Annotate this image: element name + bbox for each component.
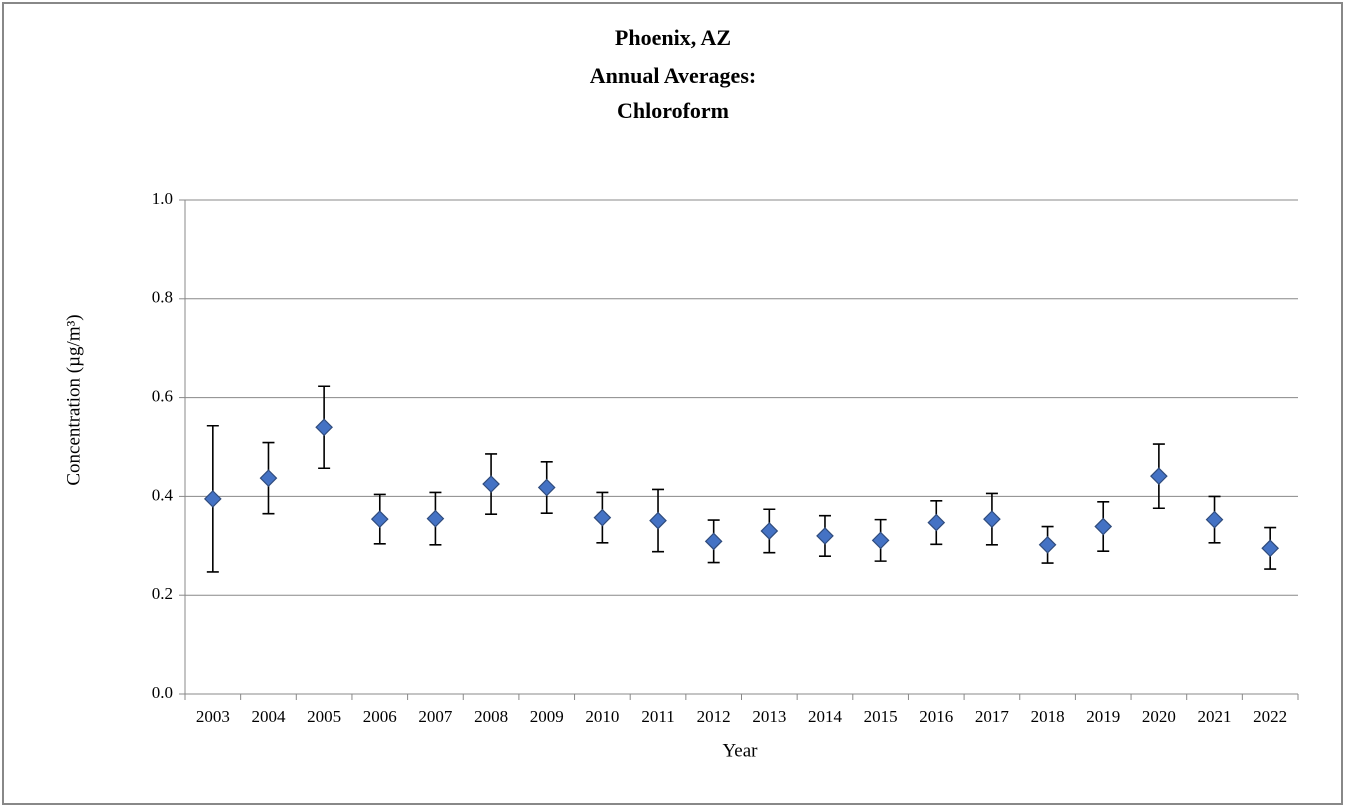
data-point xyxy=(203,490,222,508)
chart-title: Chloroform xyxy=(617,98,729,123)
x-tick-label: 2003 xyxy=(196,707,230,726)
x-tick-label: 2006 xyxy=(363,707,397,726)
y-tick-label: 0.4 xyxy=(152,485,174,504)
chart-title: Phoenix, AZ xyxy=(615,25,731,50)
data-point xyxy=(983,510,1001,528)
data-point xyxy=(816,527,834,545)
x-tick-label: 2013 xyxy=(752,707,786,726)
data-point xyxy=(1150,467,1168,485)
data-point xyxy=(871,531,890,550)
y-tick-label: 0.6 xyxy=(152,387,173,406)
x-tick-label: 2017 xyxy=(975,707,1010,726)
x-axis-label: Year xyxy=(722,740,758,761)
y-tick-label: 0.2 xyxy=(152,584,173,603)
x-tick-label: 2011 xyxy=(641,707,674,726)
data-point xyxy=(927,513,946,532)
x-tick-label: 2012 xyxy=(697,707,731,726)
x-tick-label: 2018 xyxy=(1031,707,1065,726)
x-tick-label: 2019 xyxy=(1086,707,1120,726)
data-point xyxy=(426,509,445,528)
x-tick-label: 2022 xyxy=(1253,707,1287,726)
x-tick-label: 2016 xyxy=(919,707,953,726)
data-point xyxy=(1094,517,1113,536)
data-point xyxy=(482,475,500,493)
x-tick-label: 2009 xyxy=(530,707,564,726)
data-point xyxy=(1038,535,1057,554)
data-point xyxy=(1205,510,1224,529)
y-tick-label: 1.0 xyxy=(152,189,173,208)
data-point xyxy=(537,478,556,497)
data-point xyxy=(593,508,612,527)
chart-title: Annual Averages: xyxy=(590,63,756,88)
data-point xyxy=(649,511,667,530)
x-tick-label: 2020 xyxy=(1142,707,1176,726)
x-tick-label: 2008 xyxy=(474,707,508,726)
x-tick-label: 2014 xyxy=(808,707,843,726)
y-tick-label: 0.8 xyxy=(152,288,173,307)
x-tick-label: 2005 xyxy=(307,707,341,726)
data-point xyxy=(259,469,278,487)
x-tick-label: 2007 xyxy=(418,707,453,726)
data-point xyxy=(315,418,333,437)
y-tick-label: 0.0 xyxy=(152,683,173,702)
y-axis-label: Concentration (µg/m³) xyxy=(63,314,84,485)
data-point xyxy=(760,522,779,540)
data-point xyxy=(704,532,723,551)
x-tick-label: 2004 xyxy=(251,707,286,726)
data-point xyxy=(370,510,389,528)
data-point xyxy=(1261,539,1280,558)
x-tick-label: 2021 xyxy=(1198,707,1232,726)
x-tick-label: 2010 xyxy=(585,707,619,726)
x-tick-label: 2015 xyxy=(864,707,898,726)
